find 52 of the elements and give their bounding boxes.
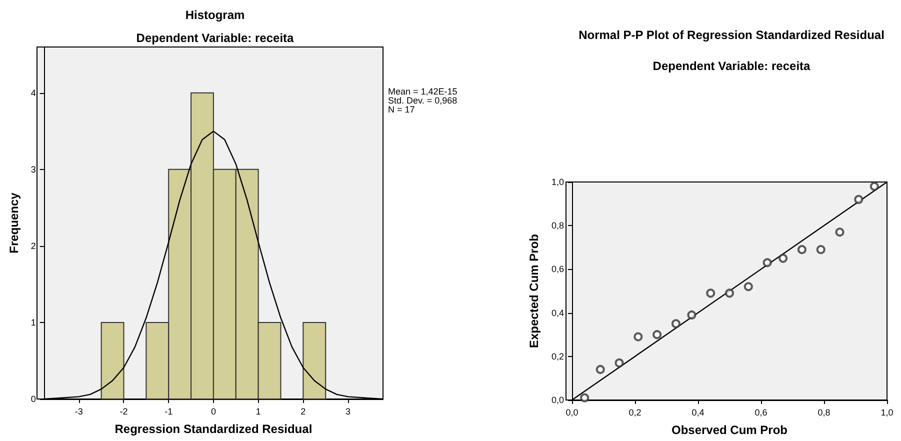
point [614,358,624,368]
chart-title: Normal P-P Plot of Regression Standardized Residual [578,28,884,42]
point [725,288,734,298]
chart-title: Histogram [185,8,245,22]
point [762,258,772,268]
point [870,182,879,191]
x-tick-label: 0,2 [628,408,642,418]
chart-subtitle: Dependent Variable: receita [136,31,294,45]
y-tick-label: 1 [30,317,36,328]
point [652,330,662,340]
x-axis-title: Observed Cum Prob [671,423,788,437]
point [854,194,864,204]
x-tick-label: 1 [256,406,261,416]
x-tick-label: 0,4 [692,408,704,418]
text: N = 17 [388,104,415,114]
point [816,245,826,254]
x-tick-label: 1,0 [880,408,894,418]
chart-subtitle: Dependent Variable: receita [652,59,811,73]
y-tick-label: 2 [30,240,36,251]
x-tick-label: -2 [120,406,128,416]
point [580,393,590,402]
point [778,254,788,263]
text: Mean = 1,42E-15 [388,86,458,96]
y-tick-label: 3 [30,164,36,174]
y-tick-label: 0,6 [551,264,564,274]
y-tick-label: 0 [30,394,36,404]
x-tick-label: -3 [74,406,83,416]
y-tick-label: 0,8 [551,220,564,231]
y-axis-title: Expected Cum Prob [527,234,541,348]
y-tick-label: 0,4 [551,308,564,318]
x-tick-label: 0,0 [566,408,578,418]
x-tick-label: 0,8 [818,408,830,418]
x-axis-title: Regression Standardized Residual [114,422,312,436]
x-tick-label: -1 [164,406,173,416]
y-tick-label: 0,2 [551,351,564,362]
point [706,288,716,298]
x-tick-label: 3 [346,406,351,416]
point [671,319,680,328]
point [744,282,753,292]
point [634,332,643,342]
text: Std. Dev. = 0,968 [388,96,458,106]
point [687,310,696,320]
point [797,245,806,254]
y-axis-title: Frequency [7,192,21,254]
y-tick-label: 4 [30,88,36,98]
x-tick-label: 0 [210,406,216,416]
y-tick-label: 0,0 [551,395,564,405]
point [596,364,605,374]
x-tick-label: 0,6 [754,408,768,418]
y-tick-label: 1,0 [551,177,564,187]
point [835,228,844,237]
x-tick-label: 2 [300,406,306,416]
